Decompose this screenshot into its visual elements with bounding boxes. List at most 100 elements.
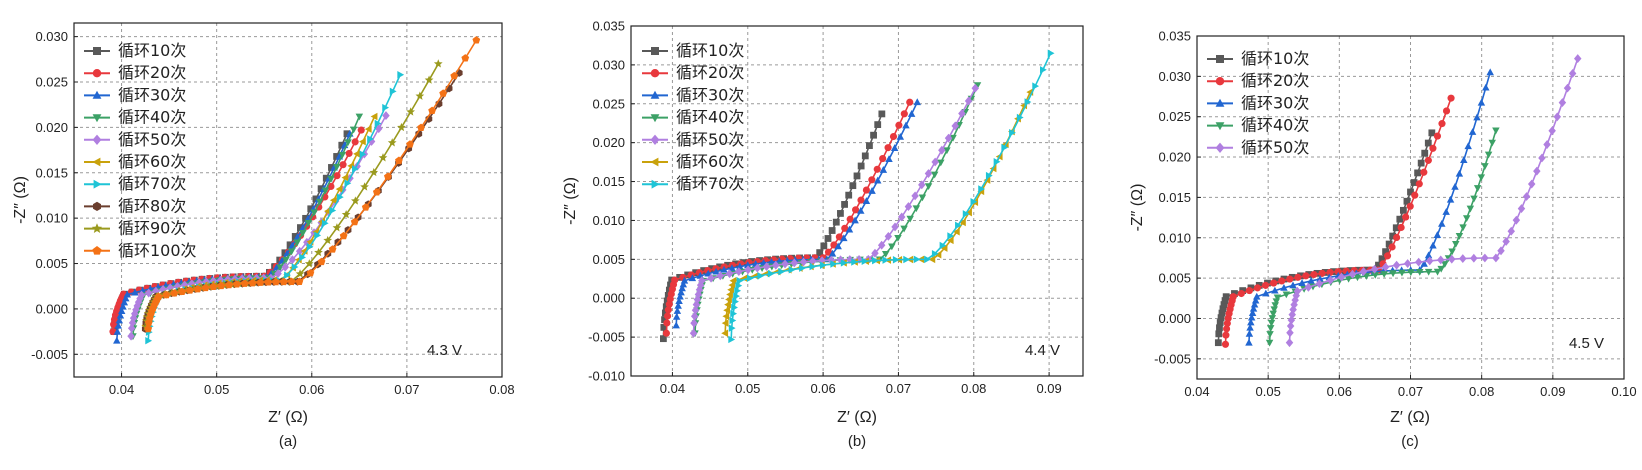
- data-point: [820, 242, 828, 250]
- data-point: [287, 248, 296, 256]
- data-point: [116, 311, 125, 319]
- data-point: [1462, 215, 1471, 223]
- legend-item: 循环40次: [84, 108, 186, 127]
- data-point: [1380, 271, 1388, 278]
- data-point: [1032, 82, 1040, 90]
- data-point: [845, 225, 854, 233]
- legend-swatch-marker: [92, 90, 102, 99]
- legend-label: 循环50次: [1241, 138, 1309, 157]
- data-point: [272, 277, 280, 286]
- data-point: [1326, 268, 1334, 276]
- data-point: [985, 171, 993, 180]
- y-tick-label: 0.020: [1158, 150, 1191, 165]
- series-2: [1221, 94, 1455, 348]
- data-point: [351, 138, 359, 146]
- data-point: [857, 196, 865, 204]
- data-point: [767, 258, 776, 265]
- data-point: [1326, 275, 1335, 285]
- y-tick-label: 0.015: [592, 174, 625, 189]
- data-point: [406, 140, 414, 148]
- x-tick-label: 0.05: [735, 381, 760, 396]
- data-point: [1286, 328, 1294, 338]
- x-axis-label: Z′ (Ω): [1390, 409, 1430, 426]
- data-point: [895, 121, 903, 129]
- data-point: [1417, 159, 1425, 167]
- legend-item: 循环20次: [1207, 71, 1309, 90]
- data-point: [851, 258, 859, 266]
- y-tick-label: -0.010: [588, 369, 625, 384]
- data-point: [119, 302, 127, 310]
- data-point: [818, 256, 826, 266]
- data-point: [907, 110, 916, 117]
- data-point: [778, 267, 786, 276]
- data-point: [352, 165, 359, 173]
- y-tick-label: 0.005: [35, 256, 68, 271]
- data-point: [828, 227, 836, 234]
- legend-item: 循环100次: [84, 241, 197, 260]
- data-point: [359, 150, 367, 158]
- data-point: [378, 153, 388, 162]
- data-point: [383, 172, 392, 180]
- data-point: [1273, 294, 1282, 302]
- data-point: [903, 255, 911, 264]
- data-point: [287, 277, 296, 286]
- data-point: [333, 172, 341, 180]
- data-point: [1452, 241, 1460, 248]
- legend-label: 循环40次: [118, 108, 186, 127]
- data-point: [868, 176, 876, 184]
- data-point: [1282, 291, 1291, 299]
- data-point: [868, 187, 876, 194]
- data-point: [729, 316, 737, 325]
- data-point: [329, 206, 337, 215]
- data-point: [193, 284, 202, 293]
- data-point: [1437, 255, 1445, 265]
- data-point: [1393, 233, 1401, 242]
- data-point: [114, 321, 123, 329]
- data-point: [173, 281, 182, 291]
- series-5: [1285, 54, 1582, 348]
- data-point: [367, 135, 374, 143]
- data-point: [1563, 83, 1572, 93]
- data-point: [1459, 224, 1467, 232]
- data-point: [1420, 168, 1428, 176]
- legend-item: 循环30次: [1207, 93, 1309, 112]
- data-point: [1442, 208, 1450, 215]
- data-point: [317, 257, 326, 266]
- data-point: [166, 283, 175, 293]
- legend-label: 循环30次: [676, 85, 744, 104]
- data-point: [744, 261, 752, 269]
- data-point: [680, 276, 689, 284]
- x-tick-label: 0.05: [1256, 384, 1281, 399]
- data-point: [1574, 54, 1582, 64]
- data-point: [1424, 156, 1432, 164]
- data-point: [949, 134, 957, 142]
- data-point: [1451, 183, 1459, 190]
- data-point: [913, 98, 922, 106]
- data-point: [321, 187, 330, 195]
- legend-item: 循环60次: [642, 152, 744, 171]
- data-point: [282, 256, 290, 264]
- series-group: [659, 49, 1055, 344]
- data-point: [721, 319, 729, 327]
- data-point: [1464, 142, 1472, 150]
- data-point: [415, 91, 425, 100]
- data-point: [716, 271, 725, 281]
- data-point: [1392, 260, 1401, 270]
- data-point: [1553, 112, 1562, 122]
- data-point: [1442, 107, 1451, 115]
- series-line: [724, 91, 1031, 334]
- legend-swatch-marker: [1215, 142, 1225, 153]
- data-point: [382, 103, 390, 112]
- plot-frame: [73, 22, 503, 378]
- data-point: [115, 316, 124, 324]
- y-tick-label: 0.030: [592, 57, 625, 72]
- data-point: [1318, 269, 1326, 277]
- data-point: [314, 231, 322, 240]
- data-point: [965, 208, 972, 217]
- data-point: [439, 89, 448, 97]
- data-point: [725, 269, 734, 279]
- data-point: [1047, 49, 1055, 57]
- data-point: [1009, 128, 1016, 137]
- data-point: [724, 300, 731, 309]
- legend-swatch-marker: [651, 47, 659, 55]
